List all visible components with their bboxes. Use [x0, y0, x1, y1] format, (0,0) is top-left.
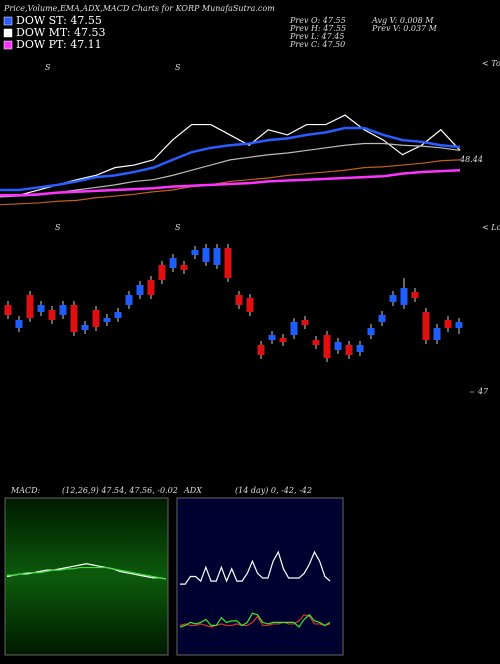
edge-label: < Tops	[482, 59, 500, 68]
candle-body	[400, 288, 408, 305]
marker: S	[175, 223, 181, 232]
candle-body	[125, 295, 133, 305]
panel-title: MACD:	[10, 486, 41, 495]
marker: S	[175, 63, 181, 72]
candle-body	[147, 280, 155, 295]
candle-body	[279, 338, 287, 342]
series-line	[179, 612, 331, 628]
legend-label: DOW ST: 47.55	[16, 14, 102, 27]
series-line	[0, 168, 461, 197]
y-tick-label: 47	[477, 387, 489, 396]
candle-body	[455, 322, 463, 328]
candle-body	[202, 248, 210, 262]
legend-swatch	[3, 28, 13, 38]
adx-panel	[176, 497, 344, 656]
candle-body	[37, 305, 45, 312]
candle-body	[334, 342, 342, 350]
series-line	[0, 114, 461, 196]
candle-body	[213, 248, 221, 265]
candle-body	[191, 250, 199, 255]
candle-body	[103, 318, 111, 322]
stat: Prev V: 0.037 M	[371, 24, 438, 33]
candle-body	[26, 295, 34, 318]
stat: Prev C: 47.50	[289, 40, 345, 49]
candle-body	[48, 310, 56, 320]
candle-body	[180, 265, 188, 270]
candle-body	[158, 265, 166, 280]
candle-body	[389, 295, 397, 302]
candle-body	[224, 248, 232, 278]
series-line	[7, 566, 167, 580]
panel-title: ADX	[183, 486, 202, 495]
candle-body	[422, 312, 430, 340]
candle-body	[290, 322, 298, 335]
stat: Prev H: 47.55	[289, 24, 346, 33]
series-line	[180, 550, 331, 585]
candle-body	[81, 325, 89, 330]
candle-body	[169, 258, 177, 268]
candle-body	[367, 328, 375, 335]
candle-body	[235, 295, 243, 305]
series-line	[179, 614, 331, 628]
stat: Avg V: 0.008 M	[371, 16, 434, 25]
legend-swatch	[3, 16, 13, 26]
candle-body	[312, 340, 320, 345]
candle-body	[301, 320, 309, 325]
legend-swatch	[3, 40, 13, 50]
candle-body	[136, 285, 144, 295]
candle-body	[92, 310, 100, 327]
stat: Prev O: 47.55	[289, 16, 346, 25]
candle-body	[4, 305, 12, 315]
candle-body	[114, 312, 122, 318]
series-line	[0, 159, 461, 206]
series-line	[0, 126, 461, 192]
panel-subtitle: (14 day) 0, -42, -42	[235, 486, 312, 495]
candle-body	[411, 292, 419, 298]
panel-subtitle: (12,26,9) 47.54, 47.56, -0.02	[62, 486, 178, 495]
stat: Prev L: 47.45	[289, 32, 344, 41]
macd-panel	[4, 497, 169, 656]
candle-body	[59, 305, 67, 315]
candle-body	[246, 298, 254, 312]
candle-body	[345, 345, 353, 355]
candle-body	[70, 305, 78, 332]
candle-body	[378, 315, 386, 322]
last-value-label: 48.44	[459, 155, 483, 164]
edge-label: < Lows	[482, 223, 500, 232]
candle-body	[444, 320, 452, 328]
candle-body	[15, 320, 23, 328]
legend-label: DOW MT: 47.53	[16, 26, 106, 39]
candle-body	[433, 328, 441, 340]
candle-body	[323, 335, 331, 358]
series-line	[0, 142, 461, 198]
marker: S	[55, 223, 61, 232]
candle-body	[268, 335, 276, 340]
marker: S	[45, 63, 51, 72]
legend-label: DOW PT: 47.11	[16, 38, 102, 51]
page-title: Price,Volume,EMA,ADX,MACD Charts for KOR…	[3, 4, 275, 13]
candle-body	[257, 345, 265, 355]
candle-body	[356, 345, 364, 352]
